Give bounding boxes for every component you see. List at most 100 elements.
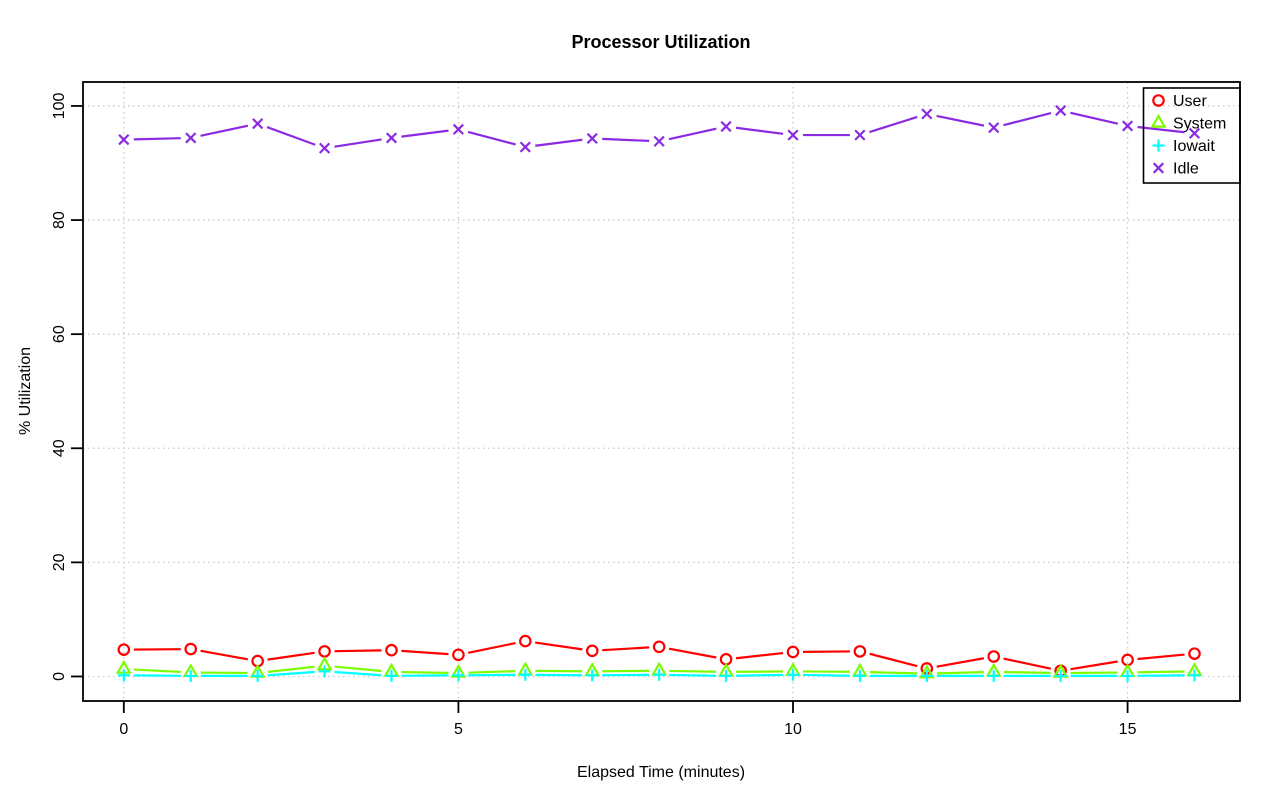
legend-label: Iowait [1173, 138, 1215, 155]
series-segment [936, 657, 985, 668]
marker-x [452, 123, 464, 135]
marker-circle [786, 645, 800, 659]
marker-circle [585, 644, 599, 658]
series-segment [1070, 660, 1118, 671]
y-tick-label: 20 [51, 553, 68, 571]
y-tick-label: 100 [51, 93, 68, 120]
series-segment [200, 649, 249, 661]
legend-item-idle: Idle [1152, 161, 1199, 178]
series-segment [1137, 125, 1185, 134]
marker-circle [385, 643, 398, 657]
y-tick-label: 40 [51, 439, 68, 457]
marker-circle [117, 643, 131, 656]
marker-x [586, 132, 598, 145]
x-tick-label: 15 [1119, 721, 1137, 738]
series-segment [669, 673, 717, 677]
marker-circle [519, 634, 532, 648]
series-segment [1003, 657, 1052, 670]
marker-x [653, 135, 665, 147]
y-tick-label: 80 [51, 211, 68, 229]
series-segment [736, 673, 784, 677]
marker-triangle [1150, 113, 1167, 128]
series-segment [334, 670, 382, 677]
x-tick-label: 10 [784, 721, 802, 738]
series-segment [1070, 111, 1119, 125]
marker-circle [452, 648, 465, 662]
x-tick-label: 0 [119, 721, 128, 738]
series-segment [1137, 670, 1185, 674]
series-segment [467, 642, 516, 654]
series-segment [869, 671, 917, 675]
series-segment [869, 115, 918, 134]
series-segment [334, 138, 382, 148]
chart-title: Processor Utilization [571, 32, 750, 52]
series-segment [936, 671, 984, 675]
marker-x [252, 118, 264, 130]
series-segment [1003, 111, 1052, 127]
series-segment [267, 665, 315, 674]
series-segment [467, 130, 516, 146]
y-axis-label: % Utilization [17, 347, 34, 435]
legend-item-system: System [1150, 113, 1226, 133]
series-segment [669, 669, 717, 673]
marker-circle [318, 645, 331, 658]
marker-x [1152, 162, 1165, 174]
marker-circle [184, 642, 198, 656]
x-axis-label: Elapsed Time (minutes) [577, 764, 745, 781]
series-segment [869, 652, 918, 668]
series-segment [602, 137, 650, 143]
legend-item-iowait: Iowait [1152, 138, 1215, 155]
series-segment [1137, 653, 1185, 661]
series-user [117, 634, 1201, 678]
series-segment [334, 649, 382, 653]
series-segment [266, 126, 316, 146]
legend-label: System [1173, 116, 1226, 133]
marker-x [519, 141, 531, 153]
series-segment [535, 641, 583, 651]
legend-item-user: User [1152, 93, 1207, 110]
series-segment [401, 670, 449, 674]
series-segment [401, 129, 449, 138]
series-segment [936, 114, 985, 127]
series-segment [200, 124, 249, 137]
marker-circle [652, 640, 666, 654]
marker-circle [853, 645, 867, 658]
series-segment [668, 647, 717, 659]
plot-border [82, 81, 1241, 702]
series-idle [118, 104, 1201, 154]
marker-x [318, 142, 331, 154]
gridlines-layer [83, 82, 1240, 701]
series-segment [133, 137, 181, 141]
series-segment [267, 670, 315, 677]
legend-box [1142, 87, 1241, 184]
legend: User System Iowait Idle [1142, 87, 1241, 184]
series-segment [1003, 670, 1051, 674]
marker-x [988, 122, 1000, 134]
marker-circle [1152, 94, 1165, 107]
series-segment [468, 670, 516, 674]
series-segment [133, 668, 181, 674]
marker-x [720, 120, 732, 133]
marker-x [854, 129, 866, 141]
series-system [115, 656, 1203, 679]
marker-circle [1188, 647, 1201, 660]
series-segment [735, 126, 784, 135]
marker-x [118, 134, 130, 146]
legend-label: Idle [1173, 161, 1199, 178]
series-segment [802, 673, 850, 677]
y-tick-label: 60 [51, 325, 68, 343]
marker-circle [987, 650, 1001, 663]
series-segment [401, 649, 449, 656]
axes-layer: 0 5 10 15 0 20 40 60 80 100 [51, 81, 1241, 738]
x-tick-label: 5 [454, 721, 463, 738]
marker-x [1122, 120, 1134, 132]
series-segment [668, 127, 717, 141]
marker-x [185, 132, 197, 144]
series-segment [535, 138, 583, 147]
series-segment [735, 651, 784, 660]
marker-x [1055, 104, 1067, 117]
series-segment [267, 651, 315, 661]
marker-x [921, 108, 933, 120]
marker-x [1188, 127, 1201, 139]
